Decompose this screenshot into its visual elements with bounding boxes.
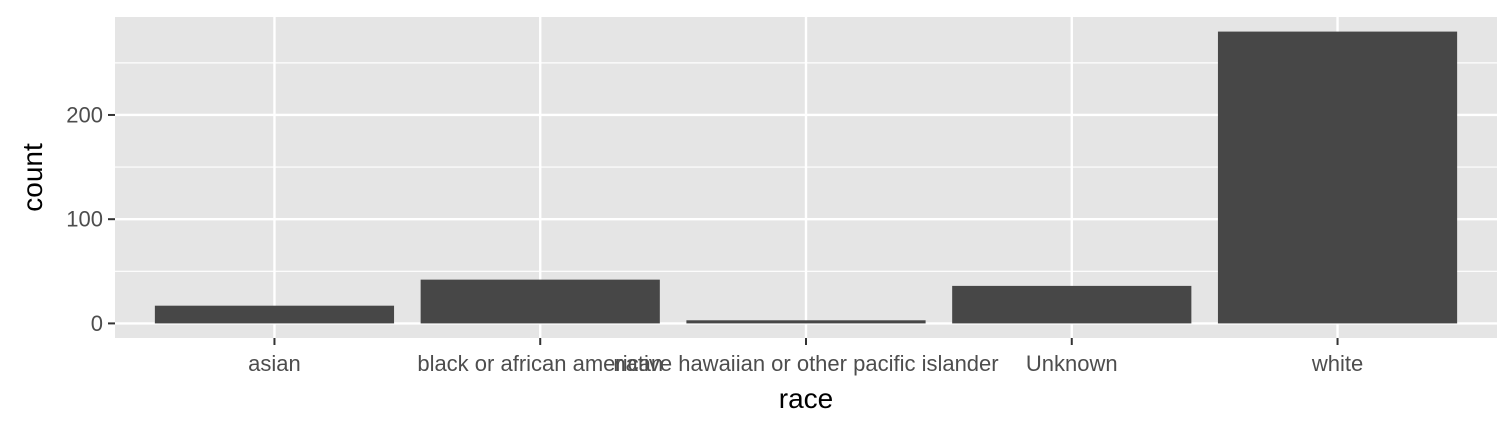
y-axis-title: count — [17, 143, 48, 212]
bar — [1217, 31, 1458, 324]
bar — [420, 279, 660, 324]
x-tick-label: asian — [248, 351, 301, 376]
y-tick-label: 0 — [91, 311, 103, 336]
y-axis: 0 100 200 — [66, 102, 115, 336]
y-tick-label: 100 — [66, 207, 103, 232]
bar — [952, 285, 1192, 324]
y-tick-label: 200 — [66, 102, 103, 127]
x-tick-label: black or african american — [417, 351, 663, 376]
x-axis-title: race — [779, 383, 833, 414]
bar — [154, 305, 395, 324]
bar — [686, 320, 926, 324]
bars — [154, 31, 1458, 324]
x-tick-label: Unknown — [1026, 351, 1118, 376]
x-tick-label: white — [1311, 351, 1363, 376]
x-tick-label: native hawaiian or other pacific islande… — [613, 351, 998, 376]
